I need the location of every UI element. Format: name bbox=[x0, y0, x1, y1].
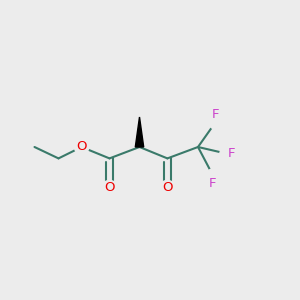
Circle shape bbox=[74, 140, 89, 154]
Text: F: F bbox=[228, 147, 236, 160]
Text: F: F bbox=[209, 177, 217, 190]
Text: O: O bbox=[162, 181, 173, 194]
Text: O: O bbox=[76, 140, 87, 154]
Text: O: O bbox=[104, 181, 115, 194]
Text: F: F bbox=[212, 108, 219, 121]
Circle shape bbox=[209, 116, 222, 129]
Circle shape bbox=[160, 180, 175, 195]
Polygon shape bbox=[135, 117, 144, 147]
Circle shape bbox=[206, 169, 220, 182]
Circle shape bbox=[102, 180, 117, 195]
Circle shape bbox=[220, 147, 233, 160]
